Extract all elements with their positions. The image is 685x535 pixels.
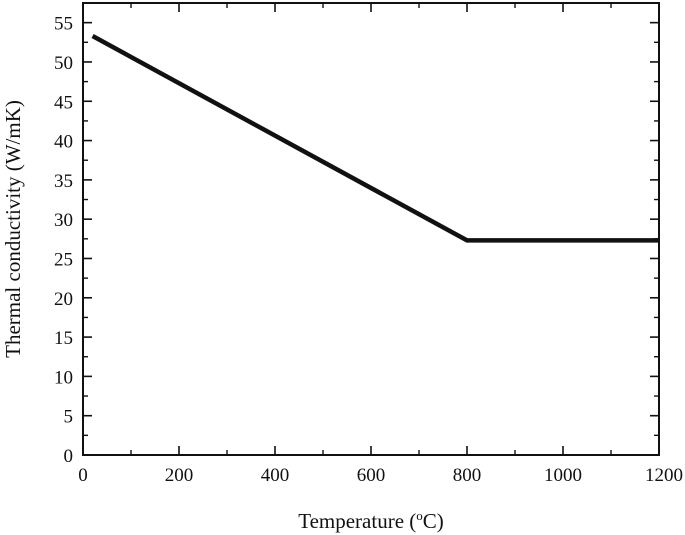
x-tick-label: 0 (78, 465, 88, 486)
y-tick-label: 50 (54, 53, 73, 74)
y-tick-label: 25 (54, 249, 73, 270)
y-tick-label: 45 (54, 92, 73, 113)
series-line-0 (91, 34, 659, 243)
y-tick-label: 5 (64, 407, 74, 428)
plot-frame (82, 2, 660, 456)
y-tick-label: 35 (54, 171, 73, 192)
y-tick-labels: 0 5 10 15 20 25 30 35 40 45 50 55 (54, 14, 73, 467)
y-tick-label: 30 (54, 210, 73, 231)
y-tick-label: 40 (54, 132, 73, 153)
y-axis-title: Thermal conductivity (W/mK) (1, 100, 25, 358)
x-axis-title: Temperature (oC) (298, 508, 444, 533)
x-tick-label: 600 (357, 465, 386, 486)
x-tick-label: 200 (165, 465, 194, 486)
x-tick-label: 1000 (544, 465, 582, 486)
x-tick-labels: 0 200 400 600 800 1000 1200 (78, 465, 683, 486)
y-tick-label: 15 (54, 328, 73, 349)
x-tick-label: 400 (261, 465, 290, 486)
y-tick-label: 20 (54, 289, 73, 310)
x-tick-label: 800 (453, 465, 482, 486)
ticks (82, 3, 660, 456)
y-tick-label: 55 (54, 14, 73, 35)
series-layer (91, 34, 659, 243)
y-tick-label: 0 (64, 446, 74, 467)
y-tick-label: 10 (54, 367, 73, 388)
x-tick-label: 1200 (645, 465, 683, 486)
